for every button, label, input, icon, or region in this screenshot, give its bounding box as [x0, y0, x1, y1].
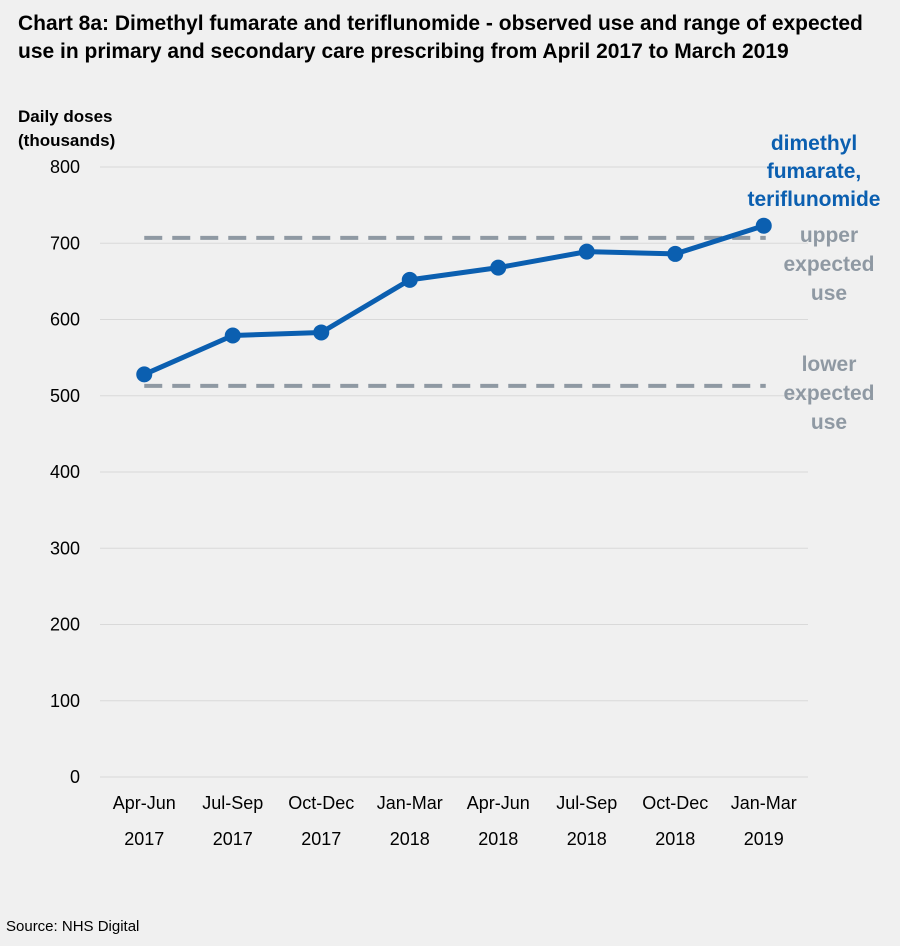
- series-group: [136, 217, 772, 383]
- series-label: dimethyl fumarate, teriflunomide: [747, 132, 880, 211]
- chart-title: Chart 8a: Dimethyl fumarate and teriflun…: [18, 12, 863, 63]
- x-tick-label-year: 2017: [213, 829, 253, 849]
- y-tick-label: 600: [50, 310, 80, 330]
- x-tick-label: Apr-Jun: [113, 793, 176, 813]
- x-tick-label: Oct-Dec: [288, 793, 354, 813]
- reference-line-label-part: expected: [783, 382, 874, 405]
- x-tick-label-year: 2018: [655, 829, 695, 849]
- series-label-part: fumarate,: [767, 160, 862, 183]
- reference-line-label-part: lower: [802, 353, 857, 376]
- data-point: [401, 271, 418, 288]
- data-point: [313, 324, 330, 341]
- data-point: [224, 327, 241, 344]
- series-label-part: teriflunomide: [747, 188, 880, 211]
- y-tick-label: 400: [50, 462, 80, 482]
- x-tick-label-year: 2018: [390, 829, 430, 849]
- reference-line-label-part: expected: [783, 253, 874, 276]
- y-tick-label: 0: [70, 767, 80, 787]
- y-tick-label: 500: [50, 386, 80, 406]
- y-axis-ticks: 0 100 200 300 400 500 600 700 800: [50, 157, 80, 787]
- reference-line-label-part: use: [811, 282, 847, 305]
- x-tick-label-year: 2018: [567, 829, 607, 849]
- series-labels: upper expected use lower expected use dimethyl…: [747, 132, 880, 434]
- series-line: [143, 223, 765, 377]
- x-tick-label: Jan-Mar: [731, 793, 797, 813]
- y-tick-label: 200: [50, 615, 80, 635]
- data-point: [490, 259, 507, 276]
- y-axis-label-line-1: Daily doses: [18, 107, 113, 126]
- data-point: [755, 217, 772, 234]
- x-tick-label: Jul-Sep: [202, 793, 263, 813]
- x-tick-label: Jan-Mar: [377, 793, 443, 813]
- source-note: Source: NHS Digital: [6, 918, 140, 935]
- data-point: [136, 366, 153, 383]
- y-tick-label: 800: [50, 157, 80, 177]
- x-tick-label-year: 2018: [478, 829, 518, 849]
- x-axis-ticks: Apr-Jun 2017 Jul-Sep 2017 Oct-Dec 2017 Jan-Mar…: [113, 793, 797, 849]
- y-tick-label: 300: [50, 538, 80, 558]
- series-label-part: dimethyl: [771, 132, 857, 155]
- x-tick-label: Apr-Jun: [467, 793, 530, 813]
- gridlines: [100, 166, 808, 778]
- reference-line-label-part: upper: [800, 224, 858, 247]
- y-tick-label: 700: [50, 233, 80, 253]
- data-point: [667, 245, 684, 262]
- y-axis-label: Daily doses (thousands): [18, 105, 115, 153]
- reference-line-label: lower expected use: [783, 353, 874, 434]
- x-tick-label-year: 2019: [744, 829, 784, 849]
- x-tick-label-year: 2017: [301, 829, 341, 849]
- x-tick-label: Jul-Sep: [556, 793, 617, 813]
- reference-line-label-part: use: [811, 411, 847, 434]
- x-tick-label-year: 2017: [124, 829, 164, 849]
- data-point: [578, 243, 595, 260]
- y-tick-label: 100: [50, 691, 80, 711]
- x-tick-label: Oct-Dec: [642, 793, 708, 813]
- y-axis-label-line-2: (thousands): [18, 131, 116, 150]
- reference-line-label: upper expected use: [783, 224, 874, 305]
- reference-lines: [144, 235, 766, 388]
